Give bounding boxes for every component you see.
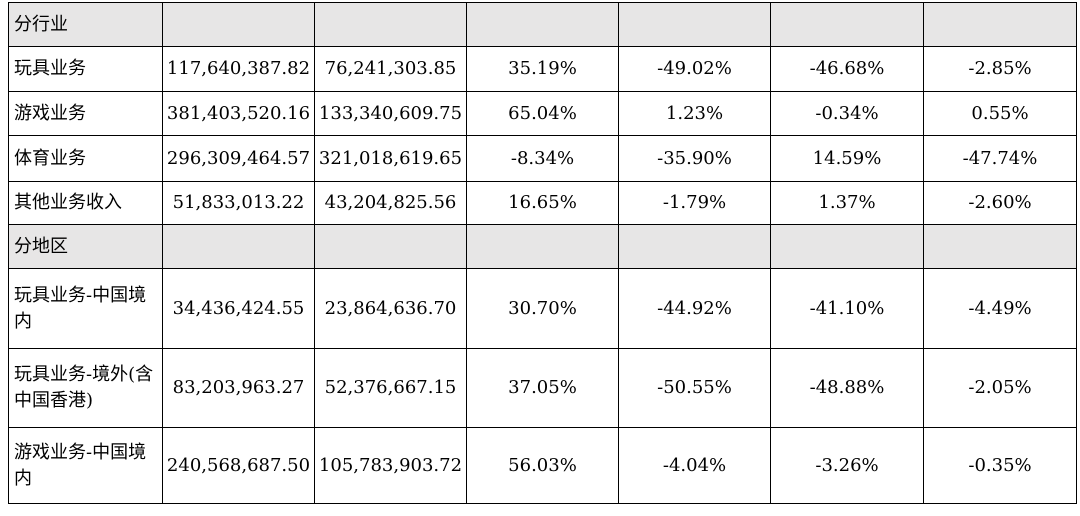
row-name: 其他业务收入 bbox=[8, 181, 163, 225]
cell-percent: -35.90% bbox=[618, 135, 771, 182]
financial-table: 分行业 玩具业务 117,640,387.82 76,241,303.85 35… bbox=[8, 2, 1077, 504]
cell-value: 83,203,963.27 bbox=[162, 348, 315, 428]
cell-value: 52,376,667.15 bbox=[314, 348, 467, 428]
cell-value: 381,403,520.16 bbox=[162, 91, 315, 136]
cell-percent: 16.65% bbox=[466, 181, 619, 225]
cell-percent: -48.88% bbox=[770, 348, 924, 428]
cell-percent: -46.68% bbox=[770, 46, 924, 92]
cell-value: 133,340,609.75 bbox=[314, 91, 467, 136]
table-row: 玩具业务-中国境内 34,436,424.55 23,864,636.70 30… bbox=[8, 268, 1077, 349]
cell-percent: 30.70% bbox=[466, 268, 619, 349]
cell-percent: -0.34% bbox=[770, 91, 924, 136]
row-name: 玩具业务 bbox=[8, 46, 163, 92]
cell-percent: 0.55% bbox=[923, 91, 1077, 136]
table-row: 其他业务收入 51,833,013.22 43,204,825.56 16.65… bbox=[8, 181, 1077, 225]
cell-value: 34,436,424.55 bbox=[162, 268, 315, 349]
cell-percent: -2.85% bbox=[923, 46, 1077, 92]
cell-percent: -2.60% bbox=[923, 181, 1077, 225]
cell-percent: -2.05% bbox=[923, 348, 1077, 428]
cell-percent: -0.35% bbox=[923, 427, 1077, 504]
cell-percent: -44.92% bbox=[618, 268, 771, 349]
table-row: 玩具业务 117,640,387.82 76,241,303.85 35.19%… bbox=[8, 46, 1077, 92]
section-label: 分行业 bbox=[8, 2, 163, 47]
cell-percent: -50.55% bbox=[618, 348, 771, 428]
cell-value: 51,833,013.22 bbox=[162, 181, 315, 225]
table-row: 玩具业务-境外(含中国香港) 83,203,963.27 52,376,667.… bbox=[8, 348, 1077, 428]
cell-value: 240,568,687.50 bbox=[162, 427, 315, 504]
row-name: 体育业务 bbox=[8, 135, 163, 182]
cell-percent: 1.23% bbox=[618, 91, 771, 136]
section-label: 分地区 bbox=[8, 224, 163, 269]
cell-value: 117,640,387.82 bbox=[162, 46, 315, 92]
cell-percent: -49.02% bbox=[618, 46, 771, 92]
table-row: 体育业务 296,309,464.57 321,018,619.65 -8.34… bbox=[8, 135, 1077, 182]
cell-percent: -8.34% bbox=[466, 135, 619, 182]
cell-percent: 37.05% bbox=[466, 348, 619, 428]
cell-percent: 56.03% bbox=[466, 427, 619, 504]
cell-value: 296,309,464.57 bbox=[162, 135, 315, 182]
cell-value: 76,241,303.85 bbox=[314, 46, 467, 92]
table-row: 游戏业务 381,403,520.16 133,340,609.75 65.04… bbox=[8, 91, 1077, 136]
row-name: 玩具业务-中国境内 bbox=[8, 268, 163, 349]
cell-percent: 1.37% bbox=[770, 181, 924, 225]
table-row: 游戏业务-中国境内 240,568,687.50 105,783,903.72 … bbox=[8, 427, 1077, 504]
cell-value: 321,018,619.65 bbox=[314, 135, 467, 182]
row-name: 游戏业务 bbox=[8, 91, 163, 136]
cell-percent: -3.26% bbox=[770, 427, 924, 504]
cell-percent: -1.79% bbox=[618, 181, 771, 225]
cell-percent: -4.49% bbox=[923, 268, 1077, 349]
section-row-region: 分地区 bbox=[8, 224, 1077, 269]
section-row-industry: 分行业 bbox=[8, 2, 1077, 47]
cell-percent: 35.19% bbox=[466, 46, 619, 92]
cell-percent: -4.04% bbox=[618, 427, 771, 504]
row-name: 玩具业务-境外(含中国香港) bbox=[8, 348, 163, 428]
cell-percent: -47.74% bbox=[923, 135, 1077, 182]
cell-value: 43,204,825.56 bbox=[314, 181, 467, 225]
cell-percent: 65.04% bbox=[466, 91, 619, 136]
cell-value: 105,783,903.72 bbox=[314, 427, 467, 504]
cell-percent: 14.59% bbox=[770, 135, 924, 182]
row-name: 游戏业务-中国境内 bbox=[8, 427, 163, 504]
cell-percent: -41.10% bbox=[770, 268, 924, 349]
cell-value: 23,864,636.70 bbox=[314, 268, 467, 349]
